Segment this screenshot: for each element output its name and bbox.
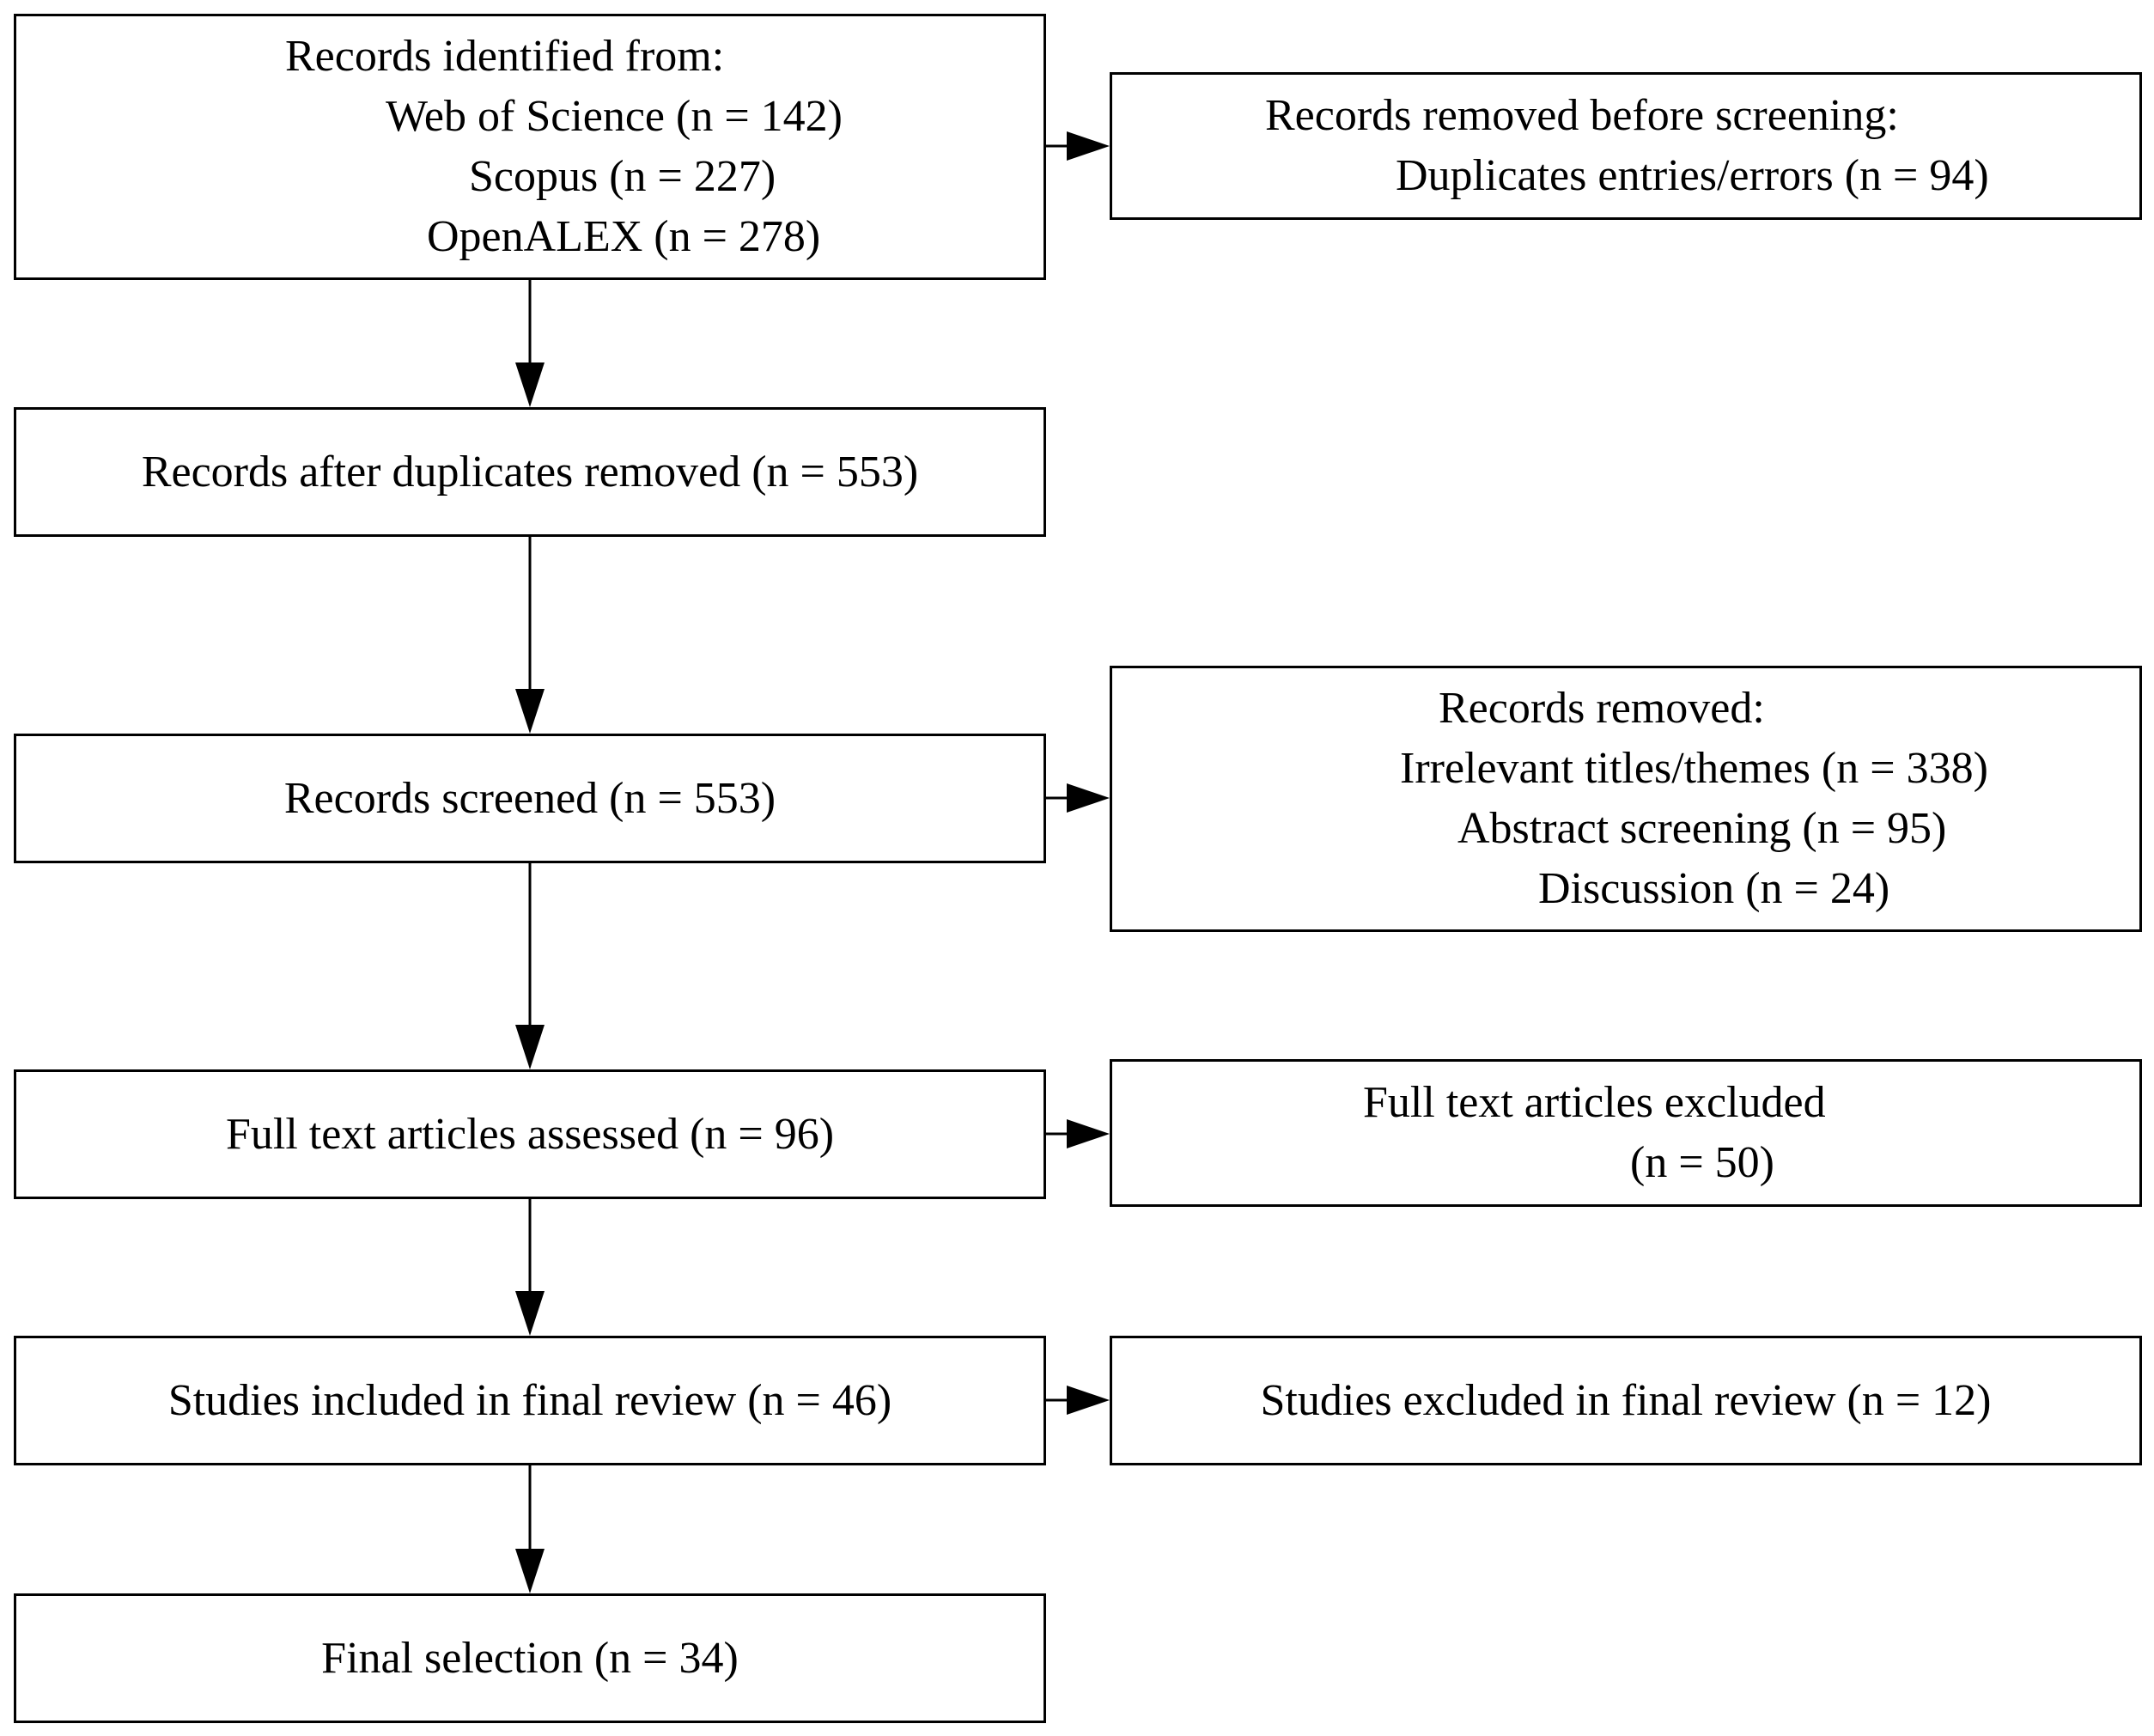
discussion-label: Discussion (n = 24) (1538, 864, 1890, 913)
final-selection-label: Final selection (n = 34) (321, 1633, 739, 1683)
records-after-duplicates-label: Records after duplicates removed (n = 55… (141, 447, 919, 496)
arrow-identified-to-after-duplicates (515, 280, 545, 407)
source-scopus: Scopus (n = 227) (469, 152, 776, 201)
studies-included-label: Studies included in final review (n = 46… (167, 1375, 892, 1425)
irrelevant-titles-label: Irrelevant titles/themes (n = 338) (1400, 744, 1988, 793)
arrow-after-duplicates-to-screened (515, 537, 545, 734)
abstract-screening-label: Abstract screening (n = 95) (1457, 804, 1947, 853)
records-removed-box: Records removed: Irrelevant titles/theme… (1110, 666, 2142, 932)
arrow-screened-to-records-removed (1046, 783, 1110, 813)
source-openalex: OpenALEX (n = 278) (427, 212, 821, 261)
source-web-of-science: Web of Science (n = 142) (386, 92, 843, 141)
records-after-duplicates-box: Records after duplicates removed (n = 55… (14, 407, 1046, 537)
records-screened-box: Records screened (n = 553) (14, 734, 1046, 863)
arrow-identified-to-removed-before (1046, 131, 1110, 161)
studies-excluded-box: Studies excluded in final review (n = 12… (1110, 1336, 2142, 1465)
arrow-screened-to-full-text (515, 863, 545, 1069)
records-removed-heading: Records removed: (1439, 684, 1765, 733)
arrow-full-text-to-excluded (1046, 1119, 1110, 1148)
full-text-excluded-box: Full text articles excluded (n = 50) (1110, 1059, 2142, 1207)
full-text-excluded-label: Full text articles excluded (1363, 1078, 1826, 1127)
full-text-assessed-box: Full text articles assessed (n = 96) (14, 1069, 1046, 1199)
arrow-included-to-excluded-final (1046, 1386, 1110, 1415)
records-identified-box: Records identified from: Web of Science … (14, 14, 1046, 280)
records-screened-label: Records screened (n = 553) (283, 773, 776, 823)
duplicates-entries-label: Duplicates entries/errors (n = 94) (1396, 151, 1989, 200)
final-selection-box: Final selection (n = 34) (14, 1593, 1046, 1723)
full-text-excluded-count: (n = 50) (1630, 1138, 1774, 1187)
full-text-assessed-label: Full text articles assessed (n = 96) (225, 1109, 835, 1159)
studies-excluded-label: Studies excluded in final review (n = 12… (1260, 1375, 1992, 1425)
removed-before-screening-box: Records removed before screening: Duplic… (1110, 72, 2142, 220)
studies-included-box: Studies included in final review (n = 46… (14, 1336, 1046, 1465)
records-identified-heading: Records identified from: (285, 32, 725, 81)
removed-before-screening-heading: Records removed before screening: (1265, 91, 1899, 140)
arrow-included-to-final (515, 1465, 545, 1593)
arrow-full-text-to-included (515, 1199, 545, 1336)
